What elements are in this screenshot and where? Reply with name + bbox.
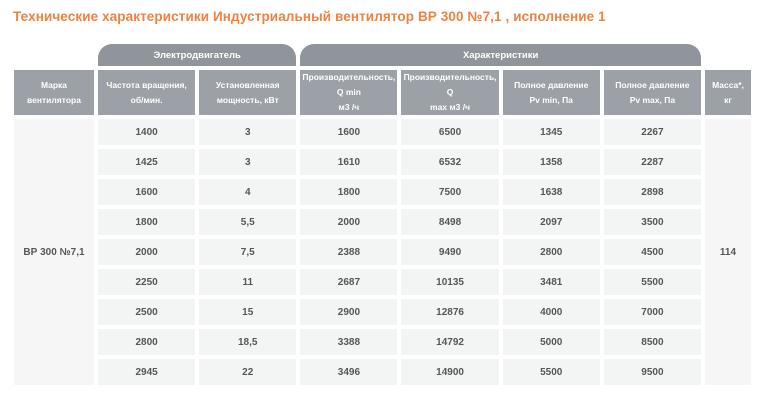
data-cell: 2898: [603, 179, 701, 205]
data-cell: 2000: [300, 209, 398, 235]
data-cell: 2250: [98, 269, 196, 295]
data-cell: 5000: [502, 329, 600, 355]
data-cell: 8498: [401, 209, 499, 235]
data-cell: 14792: [401, 329, 499, 355]
data-cell: 8500: [603, 329, 701, 355]
data-cell: 3500: [603, 209, 701, 235]
data-cell: 5500: [502, 359, 600, 385]
data-cell: 9500: [603, 359, 701, 385]
data-cell: 2500: [98, 299, 196, 325]
data-cell: 18,5: [199, 329, 297, 355]
table-row: 1600 4 1800 7500 1638 2898: [14, 179, 751, 205]
table-row: 2500 15 2900 12876 4000 7000: [14, 299, 751, 325]
data-cell: 2097: [502, 209, 600, 235]
data-cell: 10135: [401, 269, 499, 295]
data-cell: 5,5: [199, 209, 297, 235]
data-cell: 2287: [603, 149, 701, 175]
specs-table: Электродвигатель Характеристики Марка вен…: [10, 40, 755, 389]
data-cell: 9490: [401, 239, 499, 265]
fan-model-cell: ВР 300 №7,1: [14, 119, 94, 385]
data-cell: 1800: [98, 209, 196, 235]
group-header-spacer-right: [705, 44, 751, 66]
table-body: ВР 300 №7,1 1400 3 1600 6500 1345 2267 114 1425 3…: [14, 119, 751, 385]
data-cell: 1400: [98, 119, 196, 145]
table-row: ВР 300 №7,1 1400 3 1600 6500 1345 2267 114: [14, 119, 751, 385]
table-row: 2000 7,5 2388 9490 2800 4500: [14, 239, 751, 265]
data-cell: 3: [199, 149, 297, 175]
group-header-characteristics: Характеристики: [300, 44, 701, 66]
data-cell: 6500: [401, 119, 499, 145]
data-cell: 2945: [98, 359, 196, 385]
data-cell: 1345: [502, 119, 600, 145]
data-cell: 7,5: [199, 239, 297, 265]
data-cell: 6532: [401, 149, 499, 175]
data-cell: 3481: [502, 269, 600, 295]
data-cell: 3496: [300, 359, 398, 385]
group-header-spacer-left: [14, 44, 94, 66]
data-cell: 2388: [300, 239, 398, 265]
data-cell: 1425: [98, 149, 196, 175]
data-cell: 2267: [603, 119, 701, 145]
data-cell: 2000: [98, 239, 196, 265]
data-cell: 2900: [300, 299, 398, 325]
data-cell: 7500: [401, 179, 499, 205]
data-cell: 15: [199, 299, 297, 325]
page-title: Технические характеристики Индустриальны…: [13, 9, 606, 24]
data-cell: 1800: [300, 179, 398, 205]
data-cell: 2800: [98, 329, 196, 355]
data-cell: 2687: [300, 269, 398, 295]
data-cell: 1610: [300, 149, 398, 175]
data-cell: 1638: [502, 179, 600, 205]
table-row: 1800 5,5 2000 8498 2097 3500: [14, 209, 751, 235]
data-cell: 7000: [603, 299, 701, 325]
data-cell: 3: [199, 119, 297, 145]
column-header-pv-max: Полное давление Pv max, Па: [603, 70, 701, 115]
data-cell: 11: [199, 269, 297, 295]
data-cell: 1600: [300, 119, 398, 145]
column-header-model: Марка вентилятора: [14, 70, 94, 115]
column-header-row: Марка вентилятора Частота вращения, об/мин.…: [14, 70, 751, 115]
data-cell: 14900: [401, 359, 499, 385]
data-cell: 1600: [98, 179, 196, 205]
data-cell: 1358: [502, 149, 600, 175]
data-cell: 4500: [603, 239, 701, 265]
data-cell: 12876: [401, 299, 499, 325]
column-header-power: Установленная мощность, кВт: [199, 70, 297, 115]
data-cell: 3388: [300, 329, 398, 355]
group-header-motor: Электродвигатель: [98, 44, 297, 66]
table-row: 2250 11 2687 10135 3481 5500: [14, 269, 751, 295]
data-cell: 22: [199, 359, 297, 385]
column-header-pv-min: Полное давление Pv min, Па: [502, 70, 600, 115]
column-header-q-min: Производительность, Q min м3 /ч: [300, 70, 398, 115]
mass-cell: 114: [705, 119, 751, 385]
column-header-speed: Частота вращения, об/мин.: [98, 70, 196, 115]
data-cell: 5500: [603, 269, 701, 295]
column-header-mass: Масса*, кг: [705, 70, 751, 115]
data-cell: 4: [199, 179, 297, 205]
group-header-row: Электродвигатель Характеристики: [14, 44, 751, 66]
data-cell: 4000: [502, 299, 600, 325]
table-row: 2800 18,5 3388 14792 5000 8500: [14, 329, 751, 355]
data-cell: 2800: [502, 239, 600, 265]
table-row: 1425 3 1610 6532 1358 2287: [14, 149, 751, 175]
table-row: 2945 22 3496 14900 5500 9500: [14, 359, 751, 385]
page: Технические характеристики Индустриальны…: [10, 9, 755, 389]
